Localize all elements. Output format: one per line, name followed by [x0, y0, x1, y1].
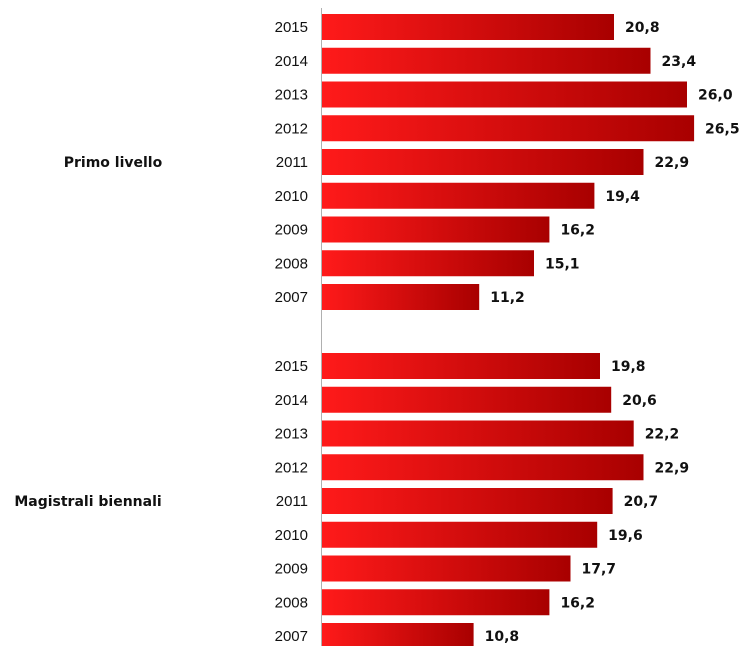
- category-label-magistrali-biennali-2013: 2013: [275, 426, 308, 443]
- value-label-primo-livello-2007: 11,2: [490, 290, 525, 306]
- category-label-primo-livello-2014: 2014: [275, 53, 308, 70]
- category-label-primo-livello-2010: 2010: [275, 188, 308, 205]
- value-label-magistrali-biennali-2012: 22,9: [655, 460, 690, 476]
- category-label-magistrali-biennali-2010: 2010: [275, 527, 308, 544]
- category-label-primo-livello-2008: 2008: [275, 255, 308, 272]
- category-label-primo-livello-2012: 2012: [275, 120, 308, 137]
- value-label-magistrali-biennali-2009: 17,7: [582, 562, 617, 578]
- bar-primo-livello-2011: [322, 149, 644, 175]
- value-label-primo-livello-2013: 26,0: [698, 88, 733, 104]
- category-label-magistrali-biennali-2014: 2014: [275, 392, 308, 409]
- value-label-primo-livello-2009: 16,2: [560, 223, 595, 239]
- bar-magistrali-biennali-2014: [322, 386, 612, 413]
- bar-magistrali-biennali-2011: [322, 488, 613, 514]
- value-label-magistrali-biennali-2010: 19,6: [608, 528, 643, 544]
- category-label-primo-livello-2009: 2009: [275, 222, 308, 239]
- category-label-magistrali-biennali-2009: 2009: [275, 561, 308, 578]
- bar-magistrali-biennali-2010: [322, 521, 598, 548]
- category-label-magistrali-biennali-2011: 2011: [276, 493, 308, 510]
- group-label-magistrali-biennali: Magistrali biennali: [14, 494, 161, 510]
- bar-primo-livello-2015: [322, 14, 614, 40]
- bar-primo-livello-2009: [322, 216, 550, 243]
- value-label-magistrali-biennali-2013: 22,2: [645, 427, 680, 443]
- value-label-primo-livello-2010: 19,4: [605, 189, 640, 205]
- value-label-magistrali-biennali-2007: 10,8: [485, 629, 520, 645]
- bar-magistrali-biennali-2009: [322, 555, 571, 582]
- value-label-primo-livello-2008: 15,1: [545, 256, 580, 272]
- bar-primo-livello-2013: [322, 81, 687, 108]
- category-label-magistrali-biennali-2012: 2012: [275, 459, 308, 476]
- category-label-primo-livello-2015: 2015: [275, 19, 308, 36]
- value-label-primo-livello-2014: 23,4: [662, 54, 697, 70]
- bar-primo-livello-2012: [322, 115, 695, 142]
- value-label-magistrali-biennali-2014: 20,6: [622, 393, 657, 409]
- bar-primo-livello-2014: [322, 47, 651, 74]
- category-label-primo-livello-2007: 2007: [275, 289, 308, 306]
- value-label-magistrali-biennali-2015: 19,8: [611, 359, 646, 375]
- bar-magistrali-biennali-2012: [322, 454, 644, 481]
- value-label-magistrali-biennali-2008: 16,2: [560, 595, 595, 611]
- value-label-magistrali-biennali-2011: 20,7: [624, 494, 659, 510]
- value-label-primo-livello-2015: 20,8: [625, 20, 660, 36]
- value-label-primo-livello-2011: 22,9: [655, 155, 690, 171]
- value-label-primo-livello-2012: 26,5: [705, 121, 740, 137]
- category-label-magistrali-biennali-2015: 2015: [275, 358, 308, 375]
- bar-magistrali-biennali-2015: [322, 353, 600, 379]
- bar-primo-livello-2010: [322, 182, 595, 209]
- category-label-primo-livello-2013: 2013: [275, 87, 308, 104]
- bar-magistrali-biennali-2007: [322, 623, 474, 646]
- bar-magistrali-biennali-2013: [322, 420, 634, 447]
- bar-magistrali-biennali-2008: [322, 589, 550, 616]
- group-label-primo-livello: Primo livello: [64, 155, 163, 171]
- category-label-primo-livello-2011: 2011: [276, 154, 308, 171]
- category-label-magistrali-biennali-2008: 2008: [275, 594, 308, 611]
- bar-primo-livello-2008: [322, 250, 534, 277]
- bar-primo-livello-2007: [322, 284, 480, 310]
- category-label-magistrali-biennali-2007: 2007: [275, 628, 308, 645]
